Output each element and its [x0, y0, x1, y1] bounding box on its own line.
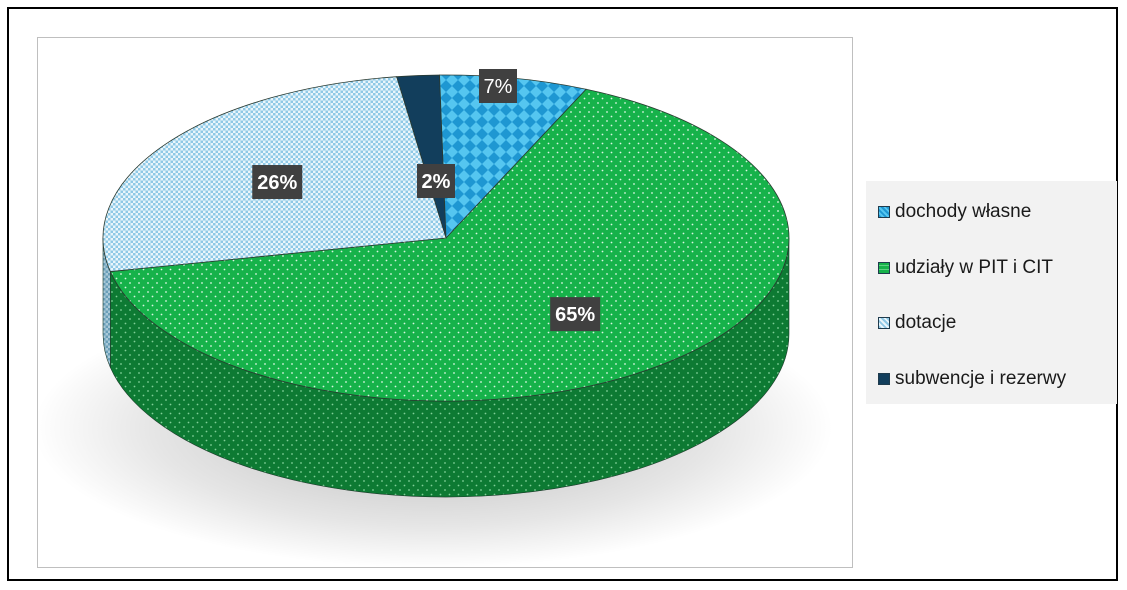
legend-label: dotacje	[895, 312, 957, 333]
data-label-text: 65%	[555, 304, 595, 326]
data-label-box	[252, 165, 303, 200]
data-label: 65%	[550, 297, 601, 332]
data-label-text: 26%	[257, 172, 297, 194]
pie-slice	[109, 88, 790, 402]
legend-swatch	[878, 373, 890, 385]
pie-chart: 2% 7% 65% 26%	[38, 69, 833, 567]
legend-item-dotacje: dotacje	[878, 312, 956, 334]
pie-labels: 2% 7% 65% 26%	[252, 69, 601, 332]
legend-item-udzialy-pit-cit: udziały w PIT i CIT	[878, 257, 1053, 279]
legend-item-subwencje-rezerwy: subwencje i rezerwy	[878, 368, 1066, 390]
data-label: 26%	[252, 165, 303, 200]
legend-label: subwencje i rezerwy	[895, 368, 1067, 389]
data-label-box	[479, 69, 517, 103]
plot-area: 2% 7% 65% 26%	[37, 37, 853, 568]
data-label: 2%	[417, 164, 455, 198]
data-label: 7%	[479, 69, 517, 103]
legend: dochody własne udziały w PIT i CIT dotac…	[866, 181, 1117, 404]
legend-label: udziały w PIT i CIT	[895, 257, 1054, 278]
legend-swatch	[878, 206, 890, 218]
legend-item-dochody-wlasne: dochody własne	[878, 201, 1031, 223]
legend-label: dochody własne	[895, 201, 1032, 222]
data-label-box	[417, 164, 455, 198]
data-label-text: 7%	[484, 76, 513, 98]
legend-swatch	[878, 262, 890, 274]
data-label-text: 2%	[422, 171, 451, 193]
legend-swatch	[878, 317, 890, 329]
pie-tops	[102, 74, 790, 402]
data-label-box	[550, 297, 601, 332]
